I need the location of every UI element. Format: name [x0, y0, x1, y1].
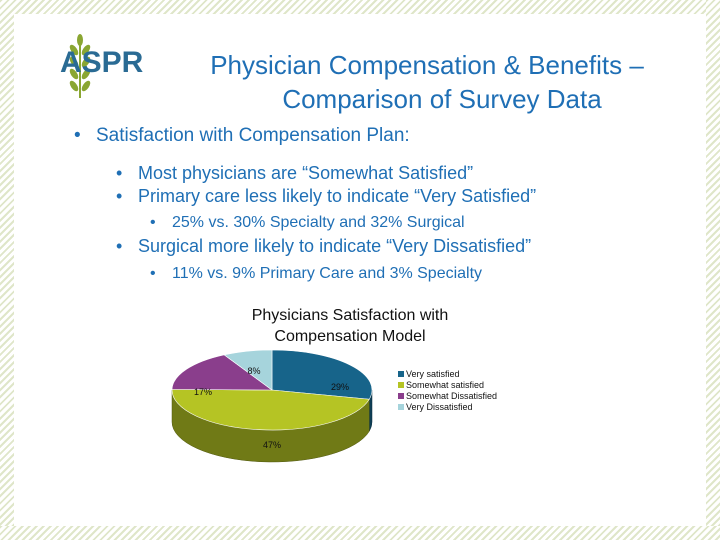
decorative-border-top — [0, 0, 720, 14]
chart-title: Physicians Satisfaction with Compensatio… — [180, 305, 520, 347]
pie-slice-very-dissatisfied — [223, 350, 273, 391]
bullet-item: • Surgical more likely to indicate “Very… — [116, 236, 532, 257]
pie-slice-somewhat-satisfied — [171, 389, 370, 431]
decorative-border-right — [706, 0, 720, 540]
title-line-2: Comparison of Survey Data — [282, 84, 602, 114]
pie-data-label: 29% — [331, 382, 349, 392]
bullet-text: 11% vs. 9% Primary Care and 3% Specialty — [172, 265, 483, 282]
bullet-item: • Satisfaction with Compensation Plan: — [74, 125, 410, 147]
chart-legend: Very satisfied Somewhat satisfied Somewhat… — [398, 369, 497, 413]
aspr-wheat-logo — [69, 34, 91, 98]
legend-item: Very Dissatisfied — [398, 402, 497, 413]
legend-swatch — [398, 393, 404, 399]
bullet-dot: • — [116, 236, 123, 256]
bullet-text: Primary care less likely to indicate “Ve… — [138, 186, 537, 206]
legend-label: Very Dissatisfied — [406, 402, 473, 412]
logo-text: ASPR — [60, 46, 144, 79]
pie-data-label: 47% — [263, 440, 281, 450]
legend-label: Very satisfied — [406, 369, 460, 379]
pie-slice-somewhat-dissatisfied — [171, 354, 273, 391]
pie-data-label: 17% — [194, 387, 212, 397]
bullet-item: • Primary care less likely to indicate “… — [116, 186, 537, 207]
legend-swatch — [398, 404, 404, 410]
bullet-list: • Satisfaction with Compensation Plan: •… — [74, 125, 537, 283]
bullet-dot: • — [74, 125, 81, 146]
bullet-item: • 25% vs. 30% Specialty and 32% Surgical — [150, 214, 465, 232]
bullet-dot: • — [116, 163, 123, 183]
legend-label: Somewhat satisfied — [406, 380, 485, 390]
chart-title-line-1: Physicians Satisfaction with — [251, 307, 449, 324]
pie-slice-very-satisfied — [271, 350, 373, 400]
legend-item: Very satisfied — [398, 369, 497, 380]
decorative-border-left — [0, 0, 14, 540]
slide-title: Physician Compensation & Benefits – Comp… — [152, 48, 702, 116]
bullet-dot: • — [116, 186, 123, 206]
pie-chart: 29% 47% 17% 8% — [171, 350, 373, 463]
pie-data-label: 8% — [247, 366, 260, 376]
legend-item: Somewhat Dissatisfied — [398, 391, 497, 402]
legend-swatch — [398, 371, 404, 377]
chart-title-line-2: Compensation Model — [274, 328, 426, 345]
decorative-border-bottom — [0, 526, 720, 540]
legend-swatch — [398, 382, 404, 388]
bullet-text: Most physicians are “Somewhat Satisfied” — [138, 163, 474, 183]
bullet-item: • 11% vs. 9% Primary Care and 3% Special… — [150, 265, 483, 283]
bullet-item: • Most physicians are “Somewhat Satisfie… — [116, 163, 474, 184]
legend-label: Somewhat Dissatisfied — [406, 391, 498, 401]
bullet-text: 25% vs. 30% Specialty and 32% Surgical — [172, 214, 465, 231]
legend-item: Somewhat satisfied — [398, 380, 497, 391]
bullet-text: Surgical more likely to indicate “Very D… — [138, 236, 532, 256]
title-line-1: Physician Compensation & Benefits – — [210, 50, 644, 80]
bullet-text: Satisfaction with Compensation Plan: — [96, 125, 410, 146]
bullet-dot: • — [150, 214, 156, 231]
bullet-dot: • — [150, 265, 156, 282]
